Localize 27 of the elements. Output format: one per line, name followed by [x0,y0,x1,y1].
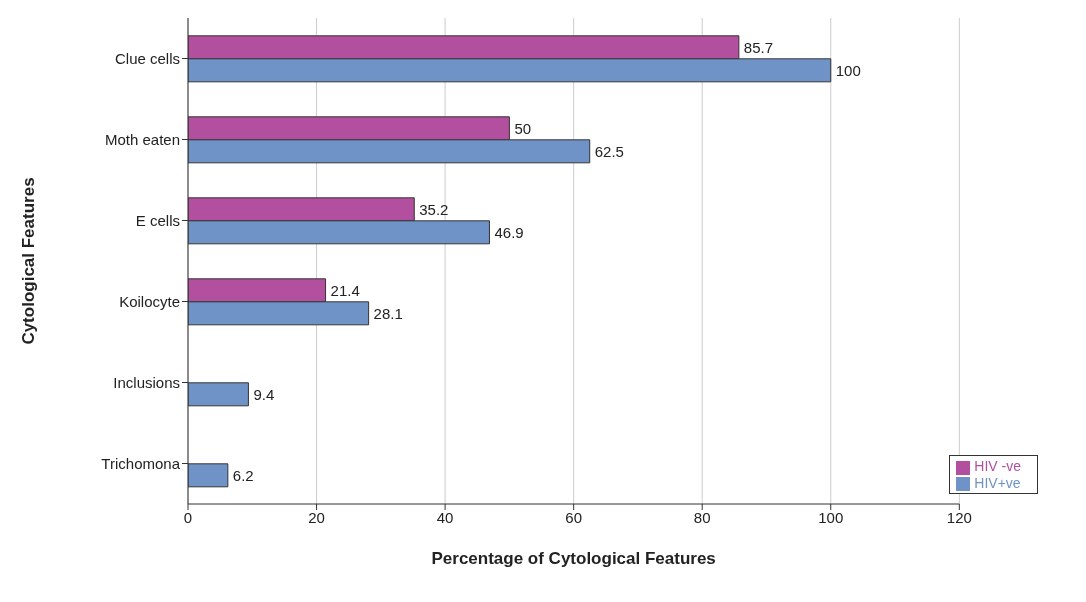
data-label: 100 [835,61,861,79]
y-tick-label: Koilocyte [119,292,180,310]
legend-label: HIV -ve [974,458,1021,475]
legend-label: HIV+ve [974,474,1021,491]
x-tick-label: 60 [565,508,582,526]
x-tick-label: 80 [693,508,711,526]
data-label: 62.5 [594,142,624,160]
data-label: 85.7 [743,38,774,56]
data-label: 50 [514,119,532,137]
x-tick-label: 100 [818,508,844,526]
x-tick-label: 20 [308,508,325,526]
y-tick-label: Trichomona [101,454,181,472]
data-label: 28.1 [373,304,403,322]
x-axis-title: Percentage of Cytological Features [431,549,716,568]
y-tick-label: Moth eaten [104,130,180,148]
data-label: 21.4 [330,281,360,299]
x-tick-label: 40 [436,508,454,526]
x-tick-label: 120 [946,508,972,526]
y-tick-label: Clue cells [114,49,180,67]
data-label: 35.2 [419,200,449,218]
y-axis-title: Cytological Features [19,177,39,345]
y-tick-label: E cells [135,211,180,229]
y-tick-label: Inclusions [113,373,180,391]
data-label: 46.9 [494,223,524,241]
data-label: 6.2 [232,466,254,484]
data-label: 9.4 [253,385,275,403]
x-tick-label: 0 [183,508,193,526]
